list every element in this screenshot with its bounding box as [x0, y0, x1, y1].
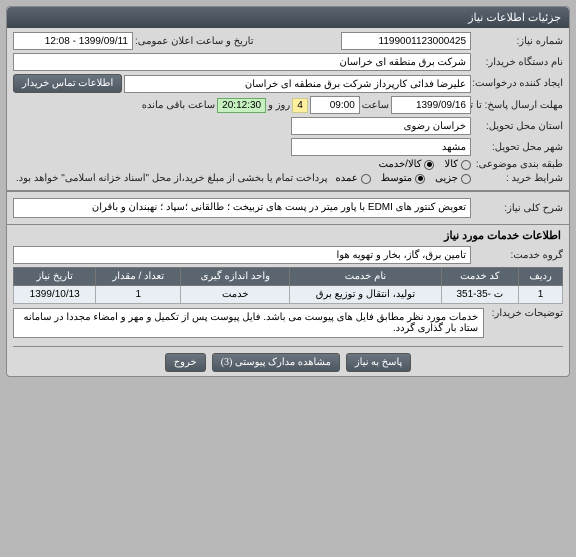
attachments-button[interactable]: مشاهده مدارک پیوستی (3): [212, 353, 340, 372]
td-date: 1399/10/13: [14, 286, 96, 304]
bundle-radios: کالا کالا/خدمت: [379, 159, 471, 170]
fld-buyer-org: شرکت برق منطقه ای خراسان: [13, 53, 471, 71]
fld-days: 4: [292, 98, 308, 113]
lbl-hour: ساعت: [362, 100, 389, 111]
fld-pub-dt: 1399/09/11 - 12:08: [13, 32, 133, 50]
service-table: ردیف کد خدمت نام خدمت واحد اندازه گیری ت…: [13, 267, 563, 304]
fld-gen-desc: تعویض کنتور های EDMI با پاور میتر در پست…: [13, 198, 471, 218]
fld-req-no: 1199001123000425: [341, 32, 471, 50]
exit-button[interactable]: خروج: [165, 353, 206, 372]
need-details-panel: جزئیات اطلاعات نیاز شماره نیاز: 11990011…: [6, 6, 570, 377]
td-unit: خدمت: [181, 286, 290, 304]
th-name: نام خدمت: [290, 268, 441, 286]
respond-button[interactable]: پاسخ به نیاز: [346, 353, 412, 372]
lbl-state: استان محل تحویل:: [473, 121, 563, 132]
fld-hours-remain: 20:12:30: [217, 98, 266, 113]
lbl-days-and: روز و: [268, 100, 290, 111]
lbl-svc-group: گروه خدمت:: [473, 250, 563, 261]
contact-info-button[interactable]: اطلاعات تماس خریدار: [13, 74, 122, 93]
fld-buyer-notes: خدمات مورد نظر مطابق فایل های پیوست می ب…: [13, 308, 484, 338]
lbl-gen-desc: شرح کلی نیاز:: [473, 203, 563, 214]
th-code: کد خدمت: [441, 268, 519, 286]
td-row: 1: [519, 286, 563, 304]
lbl-creator: ایجاد کننده درخواست:: [473, 78, 563, 89]
td-qty: 1: [96, 286, 181, 304]
lbl-city: شهر محل تحویل:: [473, 142, 563, 153]
fld-date: 1399/09/16: [391, 96, 471, 114]
lbl-buyer-org: نام دستگاه خریدار:: [473, 57, 563, 68]
lbl-req-no: شماره نیاز:: [473, 36, 563, 47]
button-bar: پاسخ به نیاز مشاهده مدارک پیوستی (3) خرو…: [13, 346, 563, 372]
lbl-hours-remain: ساعت باقی مانده: [142, 100, 215, 111]
radio-goods-service[interactable]: کالا/خدمت: [379, 159, 435, 170]
fld-state: خراسان رضوی: [291, 117, 471, 135]
fld-svc-group: تامین برق، گاز، بخار و تهویه هوا: [13, 246, 471, 264]
panel-header: جزئیات اطلاعات نیاز: [7, 7, 569, 28]
lbl-bundle: طبقه بندی موضوعی:: [473, 159, 563, 170]
td-name: تولید، انتقال و توزیع برق: [290, 286, 441, 304]
panel-title: جزئیات اطلاعات نیاز: [468, 12, 561, 24]
fld-city: مشهد: [291, 138, 471, 156]
fld-creator: علیرضا فدائی کارپرداز شرکت برق منطقه ای …: [124, 75, 471, 93]
lbl-buycond: شرایط خرید :: [473, 173, 563, 184]
table-header-row: ردیف کد خدمت نام خدمت واحد اندازه گیری ت…: [14, 268, 563, 286]
fld-hour: 09:00: [310, 96, 360, 114]
panel-body: شماره نیاز: 1199001123000425 تاریخ و ساع…: [7, 28, 569, 376]
svc-info-header: اطلاعات خدمات مورد نیاز: [7, 224, 569, 242]
buy-cond-note: پرداخت تمام یا بخشی از مبلغ خرید،از محل …: [16, 173, 328, 184]
th-qty: تعداد / مقدار: [96, 268, 181, 286]
th-date: تاریخ نیاز: [14, 268, 96, 286]
radio-major[interactable]: عمده: [336, 173, 371, 184]
cond-radios: جزیی متوسط عمده: [336, 173, 472, 184]
lbl-pub-dt: تاریخ و ساعت اعلان عمومی:: [135, 36, 339, 47]
th-unit: واحد اندازه گیری: [181, 268, 290, 286]
th-row: ردیف: [519, 268, 563, 286]
radio-goods[interactable]: کالا: [444, 159, 471, 170]
lbl-deadline: مهلت ارسال پاسخ: تا تاریخ:: [473, 100, 563, 111]
lbl-buyer-notes: توضیحات خریدار:: [486, 308, 563, 319]
radio-medium[interactable]: متوسط: [381, 173, 425, 184]
table-row[interactable]: 1 ت -35-351 تولید، انتقال و توزیع برق خد…: [14, 286, 563, 304]
td-code: ت -35-351: [441, 286, 519, 304]
radio-partial[interactable]: جزیی: [435, 173, 471, 184]
